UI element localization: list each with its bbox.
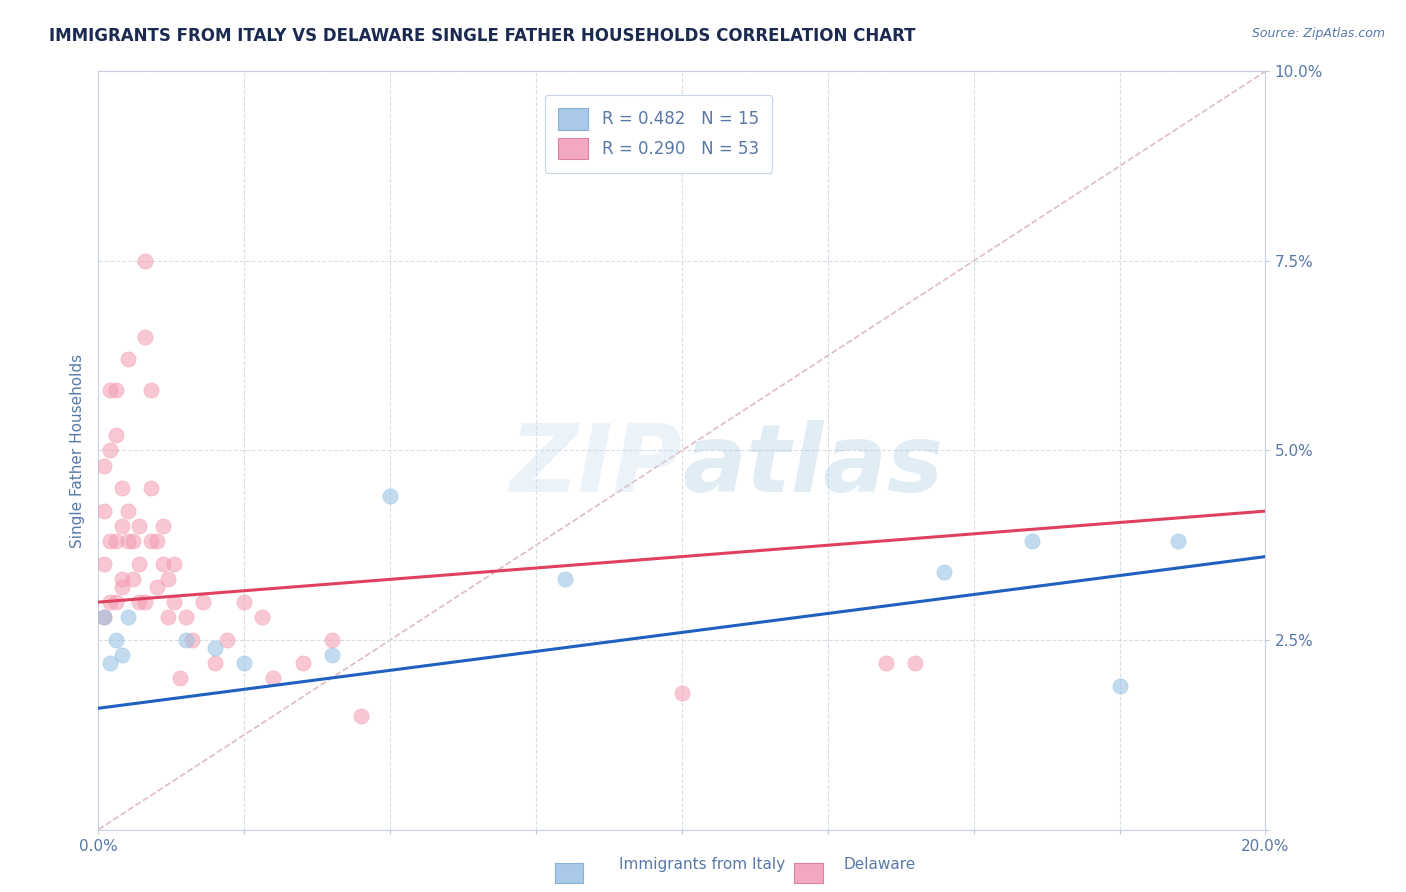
Point — [157, 573, 180, 587]
Point — [380, 489, 402, 503]
Point — [554, 573, 576, 587]
Text: Delaware: Delaware — [844, 857, 915, 872]
Y-axis label: Single Father Households: Single Father Households — [69, 353, 84, 548]
Legend: R = 0.482   N = 15, R = 0.290   N = 53: R = 0.482 N = 15, R = 0.290 N = 53 — [546, 95, 772, 173]
Point — [174, 633, 197, 648]
Point — [134, 595, 156, 609]
Text: IMMIGRANTS FROM ITALY VS DELAWARE SINGLE FATHER HOUSEHOLDS CORRELATION CHART: IMMIGRANTS FROM ITALY VS DELAWARE SINGLE… — [49, 27, 915, 45]
Point — [169, 671, 191, 685]
Point — [291, 656, 314, 670]
Point — [152, 519, 174, 533]
Point — [139, 383, 162, 397]
Point — [146, 580, 169, 594]
Point — [93, 610, 115, 624]
Point — [111, 519, 134, 533]
Point — [98, 383, 121, 397]
Point — [204, 640, 226, 655]
Point — [350, 708, 373, 723]
Point — [139, 482, 162, 496]
Point — [98, 534, 121, 549]
Point — [117, 534, 139, 549]
Point — [134, 254, 156, 268]
Point — [93, 610, 115, 624]
Point — [111, 482, 134, 496]
Point — [875, 656, 897, 670]
Point — [321, 633, 343, 648]
Point — [93, 557, 115, 572]
Point — [163, 557, 186, 572]
Point — [98, 443, 121, 458]
Point — [204, 656, 226, 670]
Point — [152, 557, 174, 572]
Point — [904, 656, 927, 670]
Point — [146, 534, 169, 549]
Text: ZIP: ZIP — [509, 419, 682, 512]
Point — [250, 610, 273, 624]
Point — [180, 633, 202, 648]
Point — [93, 458, 115, 473]
Point — [111, 573, 134, 587]
Point — [104, 633, 127, 648]
Point — [104, 534, 127, 549]
Point — [128, 519, 150, 533]
Point — [233, 595, 256, 609]
Point — [117, 610, 139, 624]
Point — [134, 330, 156, 344]
Point — [117, 352, 139, 367]
Point — [128, 595, 150, 609]
Point — [157, 610, 180, 624]
Point — [139, 534, 162, 549]
Point — [111, 580, 134, 594]
Point — [262, 671, 284, 685]
Point — [122, 573, 145, 587]
Point — [1021, 534, 1043, 549]
Point — [321, 648, 343, 662]
Point — [117, 504, 139, 518]
Point — [98, 656, 121, 670]
Point — [93, 504, 115, 518]
Point — [193, 595, 215, 609]
Point — [104, 428, 127, 442]
Point — [1108, 679, 1130, 693]
Point — [934, 565, 956, 579]
Point — [104, 595, 127, 609]
Text: atlas: atlas — [682, 419, 943, 512]
Point — [98, 595, 121, 609]
Point — [104, 383, 127, 397]
Text: Immigrants from Italy: Immigrants from Italy — [619, 857, 785, 872]
Point — [215, 633, 238, 648]
Point — [1167, 534, 1189, 549]
Point — [233, 656, 256, 670]
Point — [111, 648, 134, 662]
Point — [671, 686, 693, 700]
Point — [128, 557, 150, 572]
Point — [163, 595, 186, 609]
Text: Source: ZipAtlas.com: Source: ZipAtlas.com — [1251, 27, 1385, 40]
Point — [122, 534, 145, 549]
Point — [174, 610, 197, 624]
